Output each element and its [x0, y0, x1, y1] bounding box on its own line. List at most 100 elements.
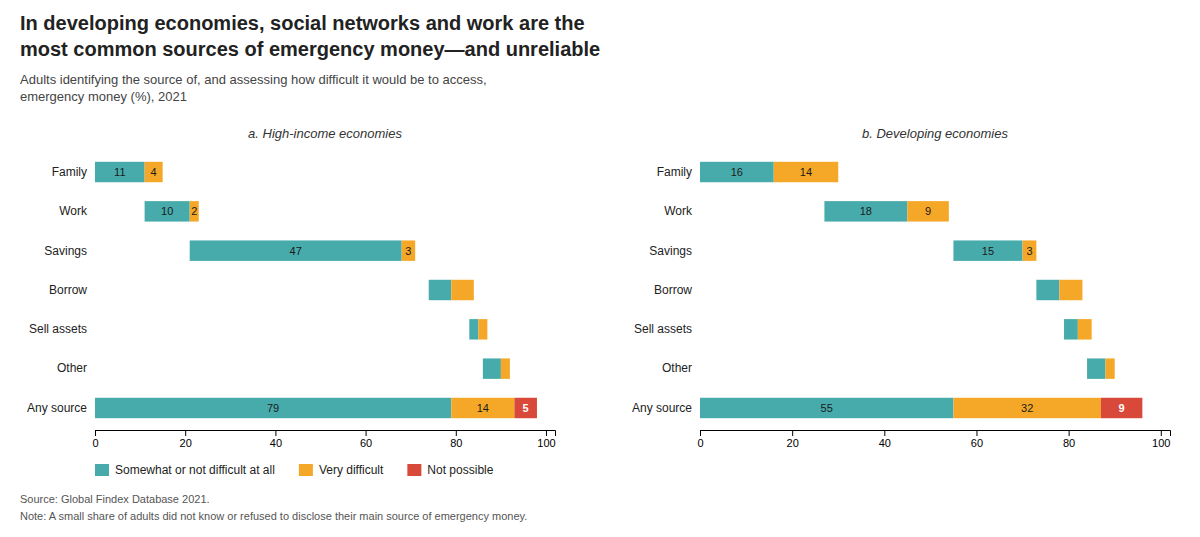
tick-label: Work	[664, 204, 693, 218]
legend-item: Somewhat or not difficult at all	[95, 463, 275, 477]
data-label: 9	[1119, 402, 1125, 414]
tick-label: Any source	[632, 401, 692, 415]
bar	[1036, 280, 1059, 300]
data-label: 16	[731, 166, 743, 178]
bar	[514, 398, 537, 418]
data-label: 14	[477, 402, 489, 414]
tick-label: Borrow	[654, 283, 692, 297]
tick-label: 20	[787, 437, 799, 449]
tick-mark	[700, 430, 701, 436]
tick-label: 80	[450, 437, 462, 449]
source: Source: Global Findex Database 2021.	[20, 493, 210, 505]
bar	[1023, 240, 1037, 260]
bar	[402, 240, 416, 260]
bar	[953, 398, 1100, 418]
data-label: 9	[925, 205, 931, 217]
bar	[451, 398, 514, 418]
title: most common sources of emergency money—a…	[20, 38, 600, 60]
tick: 0	[697, 430, 703, 449]
bar	[700, 398, 953, 418]
bar	[145, 162, 163, 182]
tick: Savings	[44, 244, 95, 258]
legend: Somewhat or not difficult at all Very dif…	[95, 463, 494, 477]
bar	[1105, 358, 1114, 378]
tick-label: 40	[270, 437, 282, 449]
y-axis: Family Work Savings Borrow Sell assets Other A…	[632, 165, 700, 415]
tick-label: Sell assets	[634, 322, 692, 336]
subtitle: emergency money (%), 2021	[20, 89, 187, 104]
chart-svg: In developing economies, social networks…	[0, 0, 1200, 537]
tick: 60	[360, 430, 372, 449]
bar	[774, 162, 839, 182]
tick-label: Savings	[649, 244, 692, 258]
tick-label: 100	[537, 437, 555, 449]
tick-mark	[976, 430, 977, 436]
tick: Work	[59, 204, 95, 218]
tick: 100	[1152, 430, 1170, 449]
bar	[95, 398, 451, 418]
bar	[478, 319, 487, 339]
bars	[700, 162, 1142, 418]
y-axis: Family Work Savings Borrow Sell assets Other A…	[27, 165, 95, 415]
tick-mark	[1069, 430, 1070, 436]
bar	[145, 201, 190, 221]
tick-label: Savings	[44, 244, 87, 258]
tick: Sell assets	[29, 322, 95, 336]
bar	[190, 201, 199, 221]
data-label: 5	[523, 402, 529, 414]
tick: 100	[537, 430, 555, 449]
data-label: 3	[1026, 245, 1032, 257]
data-label: 18	[860, 205, 872, 217]
tick-label: Family	[657, 165, 692, 179]
tick-label: Other	[57, 361, 87, 375]
tick: Family	[52, 165, 95, 179]
tick-label: Sell assets	[29, 322, 87, 336]
tick-label: 0	[697, 437, 703, 449]
tick: Work	[664, 204, 700, 218]
tick-mark	[185, 430, 186, 436]
bar	[907, 201, 948, 221]
bar	[953, 240, 1022, 260]
bar	[1059, 280, 1082, 300]
tick: 40	[270, 430, 282, 449]
tick-mark	[792, 430, 793, 436]
legend-item: Very difficult	[299, 463, 384, 477]
tick-mark	[456, 430, 457, 436]
data-label: 10	[161, 205, 173, 217]
tick: 20	[180, 430, 192, 449]
x-axis: 020406080100	[697, 430, 1170, 449]
bar	[1078, 319, 1092, 339]
data-label: 15	[982, 245, 994, 257]
tick: 60	[971, 430, 983, 449]
bar	[429, 280, 452, 300]
bar	[1087, 358, 1105, 378]
tick-mark	[884, 430, 885, 436]
tick: Savings	[649, 244, 700, 258]
tick-label: 0	[92, 437, 98, 449]
axis-domain	[701, 431, 1171, 437]
tick-label: 100	[1152, 437, 1170, 449]
tick-label: 40	[879, 437, 891, 449]
tick-label: Any source	[27, 401, 87, 415]
data-label: 32	[1021, 402, 1033, 414]
bar	[700, 162, 774, 182]
data-label: 4	[151, 166, 157, 178]
data-label: 79	[267, 402, 279, 414]
tick: Family	[657, 165, 700, 179]
legend-swatch	[299, 464, 313, 476]
tick: Borrow	[654, 283, 700, 297]
x-axis: 0 20 40 60 80 100	[92, 430, 555, 449]
tick: Other	[662, 361, 700, 375]
tick-label: Borrow	[49, 283, 87, 297]
note: Note: A small share of adults did not kn…	[20, 510, 527, 522]
bar	[190, 240, 402, 260]
tick-label: Work	[59, 204, 88, 218]
tick-label: 20	[180, 437, 192, 449]
data-label: 14	[800, 166, 812, 178]
tick-label: Other	[662, 361, 692, 375]
tick-mark	[546, 430, 547, 436]
data-label: 55	[821, 402, 833, 414]
tick-mark	[95, 430, 96, 436]
panel-title: a. High-income economies	[248, 126, 402, 141]
tick: Borrow	[49, 283, 95, 297]
